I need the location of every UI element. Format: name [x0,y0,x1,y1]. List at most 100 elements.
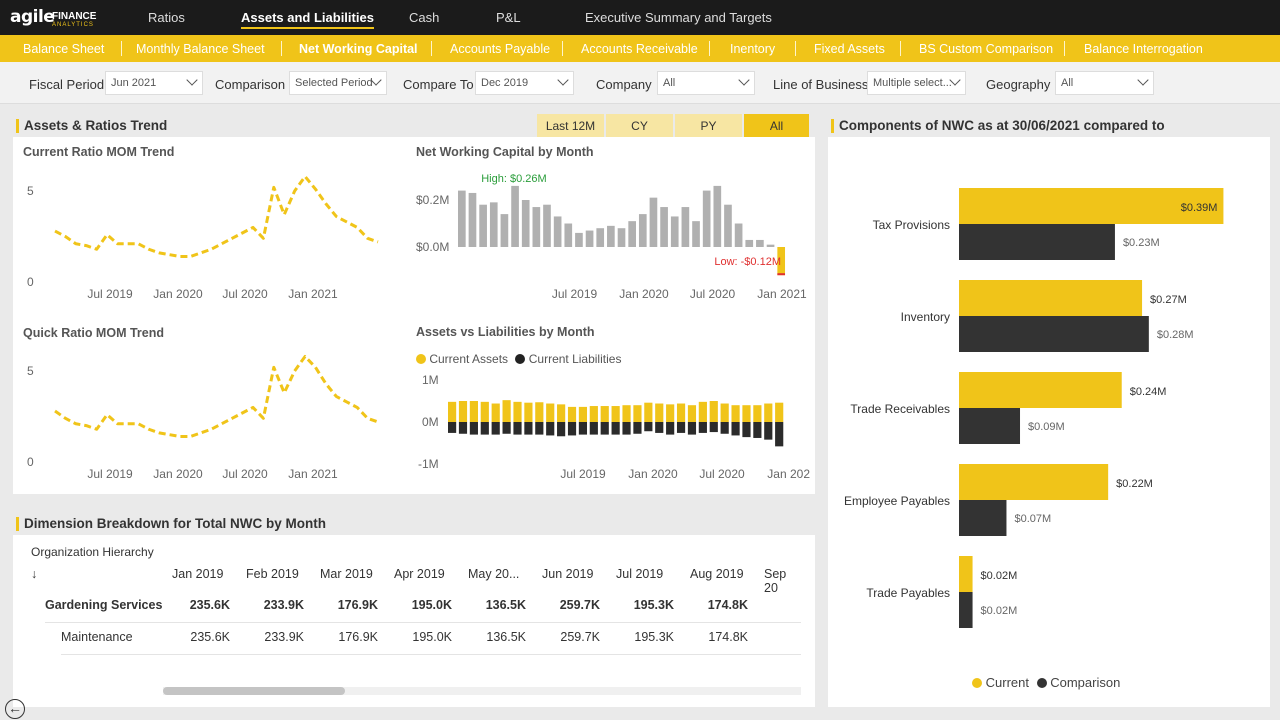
table-cell-value: 176.9K [338,630,378,644]
current-liabilities-bar [567,422,577,436]
table-column-header[interactable]: Mar 2019 [320,567,373,581]
nwc-bar [617,228,626,247]
period-button-py[interactable]: PY [675,114,742,137]
table-column-header[interactable]: Sep 20 [764,567,787,595]
sub-nav-net-working-capital[interactable]: Net Working Capital [299,42,418,56]
table-cell-value: 235.6K [189,598,230,612]
component-category-label: Trade Payables [866,586,950,600]
assets-vs-liabilities-title: Assets vs Liabilities by Month [416,325,595,339]
sub-nav-fixed-assets[interactable]: Fixed Assets [814,42,885,56]
component-current-label: $0.02M [981,570,1018,582]
component-comparison-bar [959,500,1007,536]
table-column-header[interactable]: May 20... [468,567,520,581]
logo-analytics-text: ANALYTICS [52,22,94,28]
nwc-bar [777,247,786,276]
compare-to-label: Compare To [403,77,474,92]
nwc-bar [681,207,690,247]
compare-to-select[interactable]: Dec 2019 [475,71,574,95]
table-column-header[interactable]: Aug 2019 [690,567,744,581]
period-button-cy[interactable]: CY [606,114,673,137]
current-liabilities-bar [469,422,478,435]
top-nav-ratios[interactable]: Ratios [148,10,185,25]
nwc-low-label: Low: -$0.12M [714,256,781,268]
sub-nav-accounts-payable[interactable]: Accounts Payable [450,42,551,56]
back-arrow-icon[interactable]: ← [5,699,25,719]
x-tick-label: Jan 2021 [288,287,338,301]
fiscal-period-label: Fiscal Period [29,77,105,92]
top-nav-assets-liabilities[interactable]: Assets and Liabilities [241,10,374,29]
current-liabilities-bar [666,422,675,435]
current-assets-bar [502,400,511,422]
company-select[interactable]: All [657,71,755,95]
top-nav-pl[interactable]: P&L [496,10,521,25]
y-tick-label: 5 [27,364,34,378]
current-assets-bar [731,405,740,422]
line-of-business-select[interactable]: Multiple select... [867,71,966,95]
nwc-bar [692,221,700,247]
current-assets-bar [753,405,762,422]
line-of-business-label: Line of Business [773,77,869,92]
nwc-bar [575,232,583,247]
nwc-bar [489,202,498,247]
y-tick-label: 0M [422,415,439,429]
comparison-label: Comparison [215,77,286,92]
sub-nav-bs-custom-comparison[interactable]: BS Custom Comparison [919,42,1054,56]
current-liabilities-bar [491,422,500,435]
component-current-label: $0.39M [1181,202,1218,214]
sub-nav-divider [121,41,122,56]
table-cell-value: 233.9K [263,598,304,612]
components-section-title: Components of NWC as at 30/06/2021 compa… [831,118,1165,133]
component-current-bar [959,280,1143,316]
current-assets-bar [698,401,707,422]
current-liabilities-bar [698,422,707,433]
current-liabilities-bar [731,422,740,436]
nwc-bar [745,239,754,247]
current-assets-bar [687,405,697,422]
period-button-all[interactable]: All [744,114,809,137]
sub-nav-balance-interrogation[interactable]: Balance Interrogation [1084,42,1203,56]
current-liabilities-bar [480,422,489,435]
y-tick-label: 0 [27,455,34,469]
table-column-header[interactable]: Jun 2019 [542,567,594,581]
geography-select[interactable]: All [1055,71,1154,95]
sort-arrow-icon[interactable]: ↓ [31,567,38,581]
component-comparison-bar [959,408,1021,444]
top-nav-executive-summary[interactable]: Executive Summary and Targets [585,10,772,25]
current-assets-bar [676,403,686,422]
legend-current: Current [985,675,1029,690]
sub-nav-divider [562,41,563,56]
table-scrollbar-track[interactable] [163,687,801,695]
comparison-select[interactable]: Selected Period [289,71,387,95]
sub-nav-monthly-balance-sheet[interactable]: Monthly Balance Sheet [136,42,265,56]
y-tick-label: $0.2M [416,193,449,207]
table-column-header[interactable]: Feb 2019 [246,567,299,581]
x-tick-label: Jul 2020 [222,287,268,301]
table-cell-value: 195.3K [634,630,674,644]
table-column-header[interactable]: Jan 2019 [172,567,224,581]
period-button-last-12m[interactable]: Last 12M [537,114,604,137]
component-current-bar [959,188,1224,224]
logo-finance-text: FINANCE [52,11,97,22]
nwc-bar [585,230,594,247]
table-column-header[interactable]: Apr 2019 [394,567,445,581]
table-column-header[interactable]: Jul 2019 [616,567,664,581]
chevron-down-icon [1137,74,1149,86]
nwc-bar [649,197,658,247]
sub-nav-balance-sheet[interactable]: Balance Sheet [23,42,105,56]
compare-to-value: Dec 2019 [481,77,529,89]
components-chart: Tax Provisions $0.39M $0.23M Inventory $0.27… [844,188,1224,628]
table-scrollbar-thumb[interactable] [163,687,345,695]
sub-nav-inventory[interactable]: Inentory [730,42,776,56]
legend-comparison: Comparison [1050,675,1121,690]
component-category-label: Inventory [901,310,950,324]
fiscal-period-select[interactable]: Jun 2021 [105,71,203,95]
current-assets-bar [513,401,522,422]
table-row-divider [61,654,801,655]
table-cell-value: 195.0K [412,630,452,644]
current-assets-bar [644,402,653,422]
geography-label: Geography [986,77,1051,92]
top-nav-cash[interactable]: Cash [409,10,440,25]
sub-nav-accounts-receivable[interactable]: Accounts Receivable [581,42,698,56]
current-liabilities-bar [611,422,620,435]
current-liabilities-bar [557,422,566,437]
